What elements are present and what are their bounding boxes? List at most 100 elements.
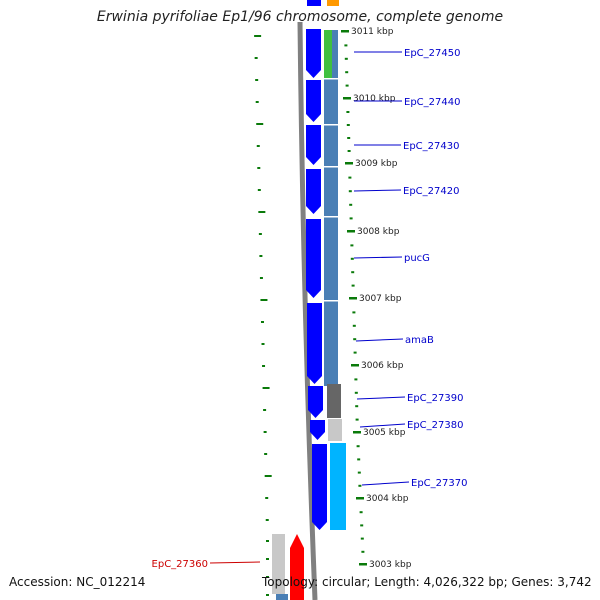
gene-label-leader [355, 338, 404, 342]
gc-dot [256, 145, 260, 147]
backbone-track [297, 21, 318, 600]
gc-dot [262, 365, 266, 367]
scale-tick-minor [345, 84, 349, 87]
gene-label-leader [353, 189, 402, 192]
gc-dot [259, 277, 263, 279]
feature-reverse-gray [272, 534, 285, 594]
scale-tick-minor [354, 378, 358, 381]
gene-arrow-forward [306, 125, 321, 165]
scale-tick-minor [347, 137, 351, 139]
feature-divider [324, 216, 338, 218]
gene-arrow-forward [308, 386, 323, 418]
gene-label: EpC_27390 [407, 393, 463, 404]
gene-label: EpC_27430 [403, 141, 459, 152]
gene-arrow-forward [307, 303, 322, 384]
gene-arrow-reverse [290, 534, 304, 600]
feature-segment-green [324, 30, 332, 78]
gene-label: EpC_27360 [152, 559, 208, 570]
scale-tick-label: 3008 kbp [357, 227, 400, 237]
feature-segment-dark [327, 384, 341, 418]
gc-dot [258, 233, 262, 235]
gc-dot [256, 123, 264, 125]
scale-tick-minor [350, 244, 354, 247]
gene-arrow-forward [306, 29, 321, 78]
scale-tick-major [351, 364, 359, 367]
gene-label: pucG [404, 253, 430, 264]
gene-label: EpC_27370 [411, 478, 467, 489]
scale-tick-minor [344, 44, 348, 47]
gene-arrow-forward [306, 169, 321, 214]
gene-arrow-forward [307, 0, 321, 6]
gene-label: EpC_27380 [407, 420, 463, 431]
scale-tick-major [356, 497, 364, 500]
scale-tick-minor [348, 176, 352, 179]
backbone-line [297, 21, 318, 600]
feature-divider [324, 78, 338, 80]
feature-segment-light [328, 419, 342, 441]
feature-track [324, 0, 346, 530]
feature-segment-orange [327, 0, 339, 6]
scale-tick-minor [351, 271, 355, 274]
feature-divider [324, 300, 338, 302]
gc-dot [257, 189, 261, 191]
gene-arrow-forward [306, 80, 321, 122]
feature-divider [324, 166, 338, 168]
scale-tick-major [345, 162, 353, 165]
gc-dot [262, 387, 270, 389]
gene-label: EpC_27420 [403, 186, 459, 197]
gc-dot [255, 79, 259, 81]
gene-label: amaB [405, 335, 434, 346]
scale-tick-label: 3010 kbp [353, 94, 396, 104]
gc-dot [265, 519, 269, 521]
gc-dot [266, 540, 269, 542]
scale-tick-minor [350, 257, 354, 260]
scale-tick-minor [353, 351, 357, 354]
gc-dot [265, 497, 269, 499]
scale-tick-minor [346, 111, 350, 113]
scale-tick-minor [358, 484, 362, 487]
scale-tick-minor [349, 203, 353, 206]
scale-tick-minor [359, 511, 363, 514]
scale-tick-minor [352, 324, 356, 327]
scale-tick-minor [347, 150, 351, 152]
scale-tick-label: 3009 kbp [355, 159, 398, 169]
scale-tick-minor [346, 124, 350, 126]
scale-tick-minor [357, 458, 361, 461]
gene-label: EpC_27450 [404, 48, 460, 59]
scale-tick-minor [360, 537, 364, 540]
gene-label-leader [353, 256, 403, 259]
gene-labels: EpC_27450 EpC_27440 EpC_27430 EpC_27420 pucG… [152, 48, 468, 570]
scale-tick-major [341, 30, 349, 33]
scale-tick-minor [356, 445, 360, 448]
gene-track [272, 0, 327, 600]
gene-label-leader [356, 396, 406, 400]
gc-dot [266, 594, 269, 596]
scale-tick-minor [354, 391, 358, 394]
scale-tick-label: 3007 kbp [359, 294, 402, 304]
scale-tick-major [347, 230, 355, 233]
gene-label-leader [359, 423, 406, 428]
scale-tick-minor [353, 338, 357, 341]
scale-tick-label: 3011 kbp [351, 27, 394, 37]
gc-dot [254, 35, 262, 37]
feature-segment-cyan [330, 443, 346, 530]
scale-tick-minor [348, 190, 352, 193]
gene-label-leader [361, 481, 410, 486]
scale-tick-label: 3004 kbp [366, 494, 409, 504]
scale-tick-label: 3005 kbp [363, 428, 406, 438]
gc-dot [255, 101, 259, 103]
gene-label-leader [209, 561, 261, 564]
gc-dot [260, 299, 268, 301]
gc-dot [266, 558, 269, 560]
scale-tick-minor [351, 284, 355, 287]
scale-tick-minor [357, 471, 361, 474]
gc-dot [263, 409, 267, 411]
scale-tick-minor [352, 311, 356, 314]
gene-label: EpC_27440 [404, 97, 460, 108]
scale-ticks: 3011 kbp 3010 kbp 3009 kbp 3008 kbp 3007 kbp… [341, 27, 412, 570]
scale-tick-label: 3006 kbp [361, 361, 404, 371]
gc-dot [257, 167, 261, 169]
topology-text: Topology: circular; Length: 4,026,322 bp… [262, 575, 592, 589]
gene-arrow-forward [310, 420, 325, 440]
